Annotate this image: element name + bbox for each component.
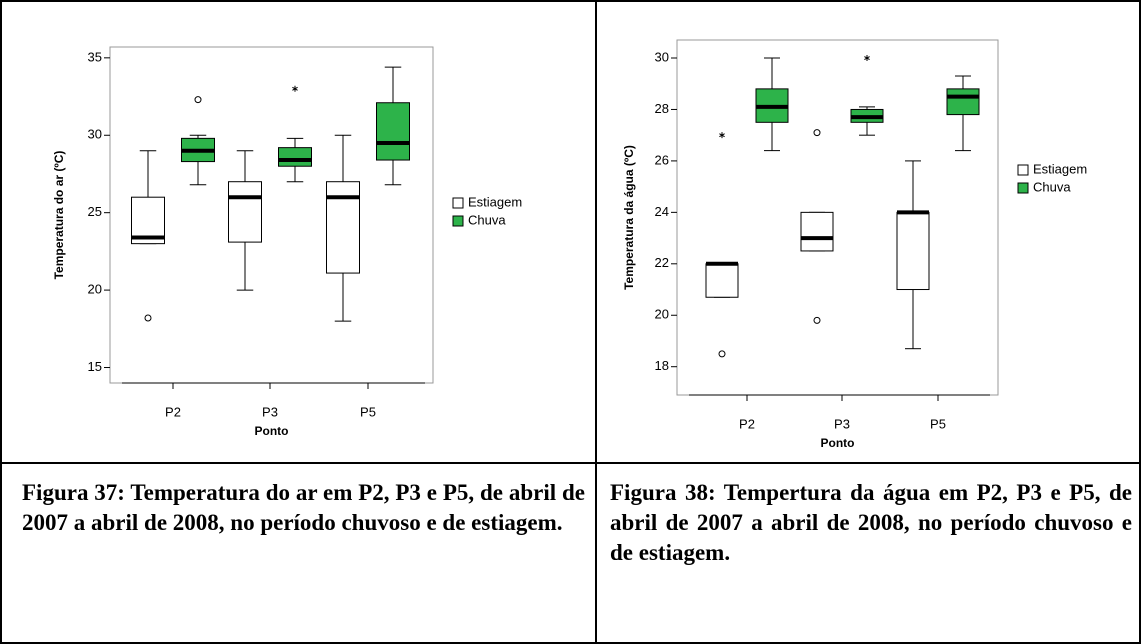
y-tick-label: 30 <box>88 127 102 142</box>
x-tick-label: P5 <box>930 416 946 431</box>
y-tick-label: 25 <box>88 204 102 219</box>
x-tick-label: P5 <box>360 404 376 419</box>
box <box>946 88 980 116</box>
y-tick-label: 35 <box>88 49 102 64</box>
box <box>376 102 410 161</box>
y-tick-label: 22 <box>655 255 669 270</box>
x-tick-label: P3 <box>834 416 850 431</box>
legend-swatch <box>1017 182 1029 194</box>
y-tick-label: 24 <box>655 204 669 219</box>
y-tick-label: 26 <box>655 152 669 167</box>
x-axis-title: Ponto <box>255 424 289 438</box>
outlier <box>144 314 152 322</box>
x-axis-title: Ponto <box>821 436 855 450</box>
x-tick-label: P2 <box>739 416 755 431</box>
box <box>278 147 312 167</box>
legend-label: Chuva <box>1033 179 1071 194</box>
extreme <box>292 85 298 92</box>
outlier <box>813 316 821 324</box>
legend-swatch <box>1017 164 1029 176</box>
outlier <box>194 96 202 104</box>
legend-swatch <box>452 215 464 227</box>
box <box>896 211 930 291</box>
y-tick-label: 15 <box>88 359 102 374</box>
outlier <box>718 350 726 358</box>
y-tick-label: 18 <box>655 358 669 373</box>
y-axis-title: Temperatura da água (ºC) <box>622 145 636 290</box>
extreme <box>719 132 725 139</box>
y-axis-title: Temperatura do ar (ºC) <box>52 151 66 280</box>
legend-label: Estiagem <box>468 194 522 209</box>
y-tick-label: 30 <box>655 49 669 64</box>
legend-swatch <box>452 197 464 209</box>
legend-label: Chuva <box>468 212 506 227</box>
caption: Figura 38: Tempertura da água em P2, P3 … <box>610 480 1132 565</box>
x-tick-label: P2 <box>165 404 181 419</box>
extreme <box>864 55 870 62</box>
box <box>705 263 739 298</box>
box <box>800 211 834 252</box>
y-tick-label: 20 <box>88 282 102 297</box>
box <box>228 181 262 243</box>
y-tick-label: 20 <box>655 307 669 322</box>
x-tick-label: P3 <box>262 404 278 419</box>
y-tick-label: 28 <box>655 101 669 116</box>
outlier <box>813 129 821 137</box>
legend-label: Estiagem <box>1033 161 1087 176</box>
caption: Figura 37: Temperatura do ar em P2, P3 e… <box>22 480 585 535</box>
